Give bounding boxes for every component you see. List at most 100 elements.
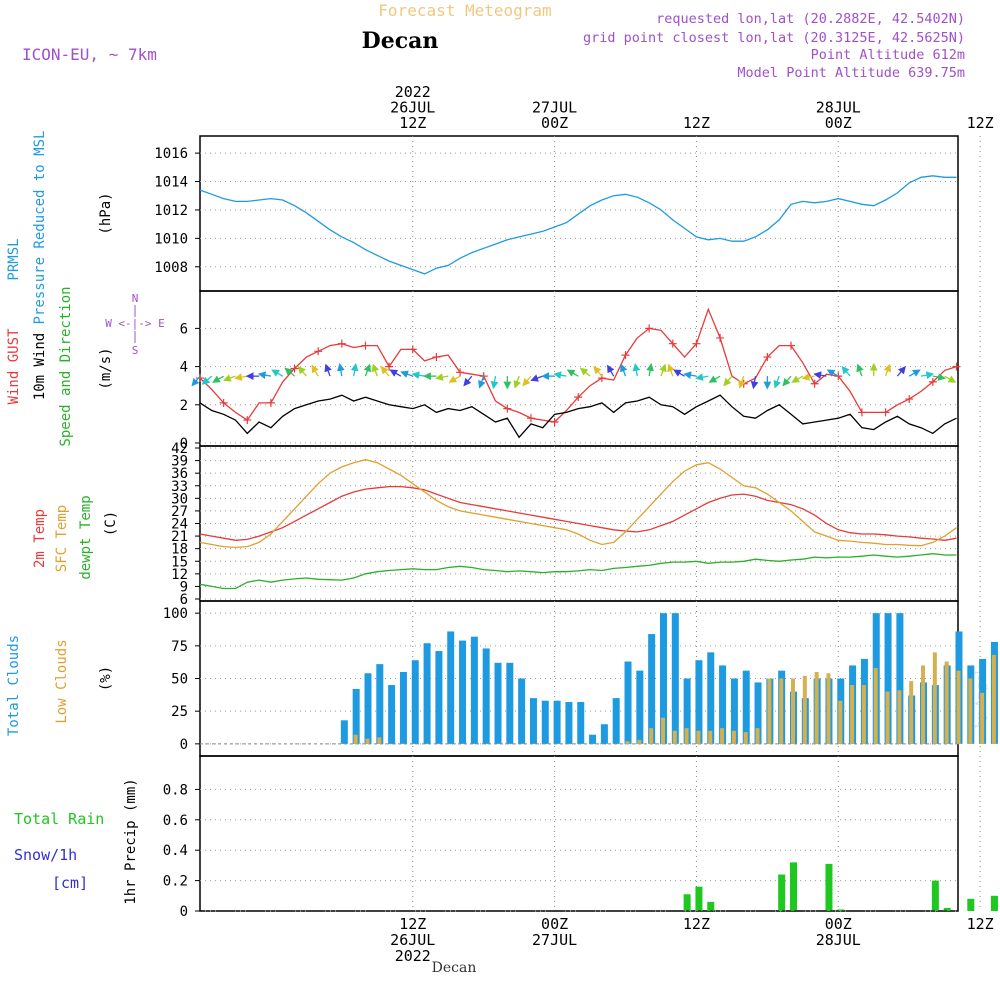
bar-clouds-0-26: [506, 662, 514, 744]
ytick-label-temperature-4: 18: [171, 542, 188, 558]
gust-marker-42: [692, 339, 701, 348]
footer-station: Decan: [432, 960, 477, 976]
ytick-label-pressure-4: 1016: [154, 146, 188, 162]
bar-clouds-0-16: [388, 685, 396, 744]
wind-arrow-3: [222, 374, 236, 382]
ytick-label-clouds-0: 0: [180, 737, 188, 753]
bar-precip-0-54: [837, 909, 845, 911]
bar-clouds-1-61: [921, 665, 926, 744]
bar-clouds-0-14: [364, 673, 372, 744]
line-temperature-0: [199, 485, 957, 541]
gust-marker-24: [479, 372, 488, 381]
compass-north: N: [132, 292, 139, 305]
bar-clouds-0-12: [340, 720, 348, 744]
ytick-label-temperature-8: 30: [171, 491, 188, 507]
bar-clouds-0-24: [482, 648, 490, 744]
bar-clouds-0-46: [742, 670, 750, 744]
ytick-label-temperature-0: 6: [180, 592, 188, 608]
wind-arrow-50: [782, 375, 792, 387]
wind-arrow-15: [371, 363, 380, 377]
top-time-label-0-1: 26JUL: [390, 99, 435, 117]
bar-clouds-0-20: [435, 651, 443, 744]
panel-label-wind-0: Wind GUST: [6, 328, 22, 404]
wind-arrow-60: [908, 369, 921, 377]
line-wind-0: [199, 307, 957, 423]
bar-clouds-0-47: [754, 682, 762, 744]
compass-west-east: W <-|-> E: [105, 317, 165, 330]
bar-clouds-1-44: [720, 728, 725, 744]
bar-clouds-1-56: [861, 685, 866, 744]
bar-precip-0-43: [707, 901, 715, 911]
bar-clouds-1-60: [909, 681, 914, 744]
bar-clouds-0-21: [447, 631, 455, 744]
gust-marker-2: [219, 398, 228, 407]
wind-arrow-10: [311, 364, 319, 377]
gust-marker-40: [668, 339, 677, 348]
bar-clouds-0-37: [636, 670, 644, 744]
panel-clouds: 0 25 50 75 100 Total Clouds Low Clouds (%): [6, 600, 998, 757]
wind-arrow-31: [553, 371, 567, 380]
bar-clouds-0-35: [612, 698, 620, 744]
ytick-label-wind-0: 0: [180, 436, 188, 452]
bar-clouds-1-64: [956, 670, 961, 744]
line-pressure-0: [199, 175, 957, 275]
wind-arrow-55: [841, 365, 851, 377]
wind-arrow-7: [271, 369, 284, 377]
bar-precip-0-62: [931, 880, 939, 911]
bar-clouds-0-17: [399, 671, 407, 744]
wind-arrow-13: [350, 363, 359, 377]
bar-clouds-1-13: [353, 734, 358, 744]
gust-marker-16: [385, 362, 394, 371]
wind-arrow-23: [463, 375, 473, 387]
bottom-time-label-0-1: 26JUL: [390, 931, 435, 949]
wind-arrow-53: [813, 371, 827, 380]
bar-precip-0-50: [790, 862, 797, 911]
bar-clouds-0-43: [707, 652, 715, 744]
panel-wind: 0 2 4 6 Wind GUST 10m Wind Speed and Direction…: [6, 286, 981, 452]
gust-marker-48: [763, 353, 772, 362]
gust-marker-62: [928, 377, 937, 386]
ytick-label-wind-1: 2: [180, 398, 188, 414]
bar-clouds-0-15: [376, 664, 384, 744]
bar-precip-0-53: [825, 863, 833, 911]
ytick-label-temperature-7: 27: [171, 504, 188, 520]
panel-frame-precip: [199, 755, 959, 912]
wind-arrow-16: [380, 365, 390, 377]
wind-arrow-56: [856, 363, 864, 377]
top-time-label-2-0: 12Z: [683, 114, 710, 132]
bar-clouds-1-50: [791, 678, 795, 744]
unit-label-precip: 1hr Precip (mm): [123, 778, 139, 904]
wind-arrow-24: [478, 375, 486, 389]
gust-marker-32: [574, 393, 583, 402]
bar-clouds-0-23: [470, 636, 478, 744]
bottom-time-label-2-0: 12Z: [683, 915, 710, 933]
panel-label-clouds-1: Low Clouds: [54, 639, 70, 723]
bar-clouds-1-57: [873, 668, 878, 744]
wind-arrow-52: [801, 373, 815, 381]
wind-arrow-14: [363, 363, 372, 377]
panel-label-wind-2: Speed and Direction: [58, 286, 74, 446]
panel-label-temperature-2: dewpt Temp: [78, 495, 94, 579]
ytick-label-pressure-0: 1008: [154, 260, 188, 276]
bar-clouds-1-40: [672, 730, 677, 744]
ytick-label-precip-3: 0.6: [163, 813, 188, 829]
wind-arrow-9: [297, 365, 307, 377]
bar-clouds-0-30: [553, 700, 561, 744]
wind-arrow-29: [530, 374, 544, 382]
bar-clouds-1-15: [377, 737, 382, 744]
bar-clouds-1-51: [802, 675, 807, 744]
bar-precip-0-49: [778, 874, 786, 911]
gust-marker-6: [266, 398, 275, 407]
gust-marker-60: [905, 395, 914, 404]
bar-clouds-0-59: [896, 613, 904, 744]
plot-layer: 202226JUL12Z27JUL00Z12Z28JUL00Z12Z29JUL0…: [6, 83, 998, 965]
wind-arrow-51: [791, 375, 804, 383]
gust-marker-44: [716, 333, 725, 342]
bottom-time-label-1-0: 00Z: [541, 915, 568, 933]
wind-arrow-59: [896, 365, 906, 377]
ytick-label-temperature-5: 21: [171, 529, 188, 545]
wind-arrow-33: [579, 367, 591, 377]
ytick-label-temperature-11: 39: [171, 454, 188, 470]
wind-arrow-4: [234, 373, 248, 381]
